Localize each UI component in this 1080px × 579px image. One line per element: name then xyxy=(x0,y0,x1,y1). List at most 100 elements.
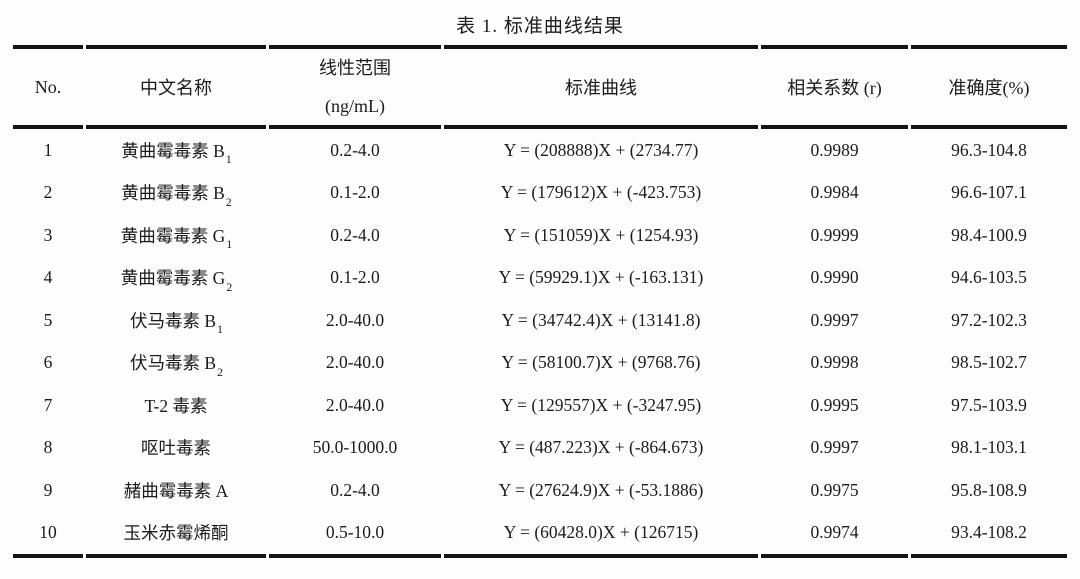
cell-correlation: 0.9995 xyxy=(810,394,859,415)
toxin-name: 呕吐毒素 xyxy=(141,438,211,459)
table-header: No. 中文名称 线性范围 (ng/mL) 标准曲线 相关系数 (r) 准确度(… xyxy=(13,45,1067,129)
cell-correlation: 0.9998 xyxy=(810,352,859,373)
col-header-linear-range: 线性范围 (ng/mL) xyxy=(269,45,441,129)
cell-linear-range: 0.1-2.0 xyxy=(330,267,380,288)
toxin-name: 黄曲霉毒素 G xyxy=(120,268,226,289)
cell-chinese-name: 黄曲霉毒素 G2 xyxy=(86,257,266,300)
cell-standard-curve: Y = (59929.1)X + (-163.131) xyxy=(498,267,704,288)
table-row: 4 黄曲霉毒素 G2 0.1-2.0 Y = (59929.1)X + (-16… xyxy=(13,257,1067,300)
cell-no: 6 xyxy=(43,352,53,373)
col-header-correlation: 相关系数 (r) xyxy=(761,45,908,129)
table-row: 9 赭曲霉毒素 A 0.2-4.0 Y = (27624.9)X + (-53.… xyxy=(13,469,1067,512)
col-header-standard-curve: 标准曲线 xyxy=(444,45,758,129)
toxin-name: 黄曲霉毒素 B xyxy=(121,183,225,204)
toxin-name-subscript: 1 xyxy=(226,237,233,252)
cell-accuracy: 93.4-108.2 xyxy=(911,512,1067,558)
toxin-name: 伏马毒素 B xyxy=(129,310,217,331)
cell-linear-range: 0.5-10.0 xyxy=(269,512,441,558)
toxin-name-subscript: 1 xyxy=(225,152,232,167)
table-row: 8 呕吐毒素 50.0-1000.0 Y = (487.223)X + (-86… xyxy=(13,427,1067,470)
cell-chinese-name: 黄曲霉毒素 B1 xyxy=(86,129,266,172)
cell-standard-curve: Y = (208888)X + (2734.77) xyxy=(503,139,699,160)
table-row: 10 玉米赤霉烯酮 0.5-10.0 Y = (60428.0)X + (126… xyxy=(13,512,1067,558)
table-body: 1 黄曲霉毒素 B1 0.2-4.0 Y = (208888)X + (2734… xyxy=(13,129,1067,558)
cell-correlation: 0.9997 xyxy=(810,437,859,458)
col-header-no: No. xyxy=(13,45,83,129)
col-header-linear-range-line2: (ng/mL) xyxy=(325,96,385,116)
cell-accuracy: 94.6-103.5 xyxy=(951,267,1027,288)
toxin-name-subscript: 2 xyxy=(225,194,232,209)
cell-chinese-name: 赭曲霉毒素 A xyxy=(86,469,266,512)
cell-accuracy: 97.2-102.3 xyxy=(951,309,1027,330)
cell-correlation: 0.9990 xyxy=(810,267,859,288)
cell-standard-curve: Y = (129557)X + (-3247.95) xyxy=(500,394,702,415)
cell-standard-curve: Y = (179612)X + (-423.753) xyxy=(500,182,702,203)
cell-standard-curve: Y = (58100.7)X + (9768.76) xyxy=(501,352,701,373)
cell-chinese-name: 黄曲霉毒素 B2 xyxy=(86,172,266,215)
cell-linear-range: 2.0-40.0 xyxy=(325,309,385,330)
cell-linear-range: 0.2-4.0 xyxy=(330,139,380,160)
table-row: 2 黄曲霉毒素 B2 0.1-2.0 Y = (179612)X + (-423… xyxy=(13,172,1067,215)
col-header-chinese-name: 中文名称 xyxy=(86,45,266,129)
cell-no: 2 xyxy=(43,182,53,203)
cell-linear-range: 2.0-40.0 xyxy=(325,394,385,415)
standard-curve-table: No. 中文名称 线性范围 (ng/mL) 标准曲线 相关系数 (r) 准确度(… xyxy=(10,45,1070,558)
table-row: 7 T-2 毒素 2.0-40.0 Y = (129557)X + (-3247… xyxy=(13,384,1067,427)
toxin-name: 伏马毒素 B xyxy=(129,353,217,374)
cell-accuracy: 97.5-103.9 xyxy=(951,394,1027,415)
cell-standard-curve: Y = (60428.0)X + (126715) xyxy=(444,512,758,558)
cell-correlation: 0.9975 xyxy=(810,479,859,500)
cell-accuracy: 98.4-100.9 xyxy=(951,224,1027,245)
cell-no: 9 xyxy=(43,479,53,500)
cell-linear-range: 2.0-40.0 xyxy=(325,352,385,373)
cell-linear-range: 50.0-1000.0 xyxy=(312,437,398,458)
cell-no: 1 xyxy=(43,139,53,160)
table-row: 1 黄曲霉毒素 B1 0.2-4.0 Y = (208888)X + (2734… xyxy=(13,129,1067,172)
table-row: 5 伏马毒素 B1 2.0-40.0 Y = (34742.4)X + (131… xyxy=(13,299,1067,342)
cell-correlation: 0.9974 xyxy=(761,512,908,558)
table-row: 6 伏马毒素 B2 2.0-40.0 Y = (58100.7)X + (976… xyxy=(13,342,1067,385)
cell-no: 7 xyxy=(43,394,53,415)
cell-no: 4 xyxy=(43,267,53,288)
toxin-name-subscript: 2 xyxy=(226,279,233,294)
cell-correlation: 0.9984 xyxy=(810,182,859,203)
cell-standard-curve: Y = (487.223)X + (-864.673) xyxy=(498,437,704,458)
toxin-name: 黄曲霉毒素 G xyxy=(120,225,226,246)
cell-chinese-name: 伏马毒素 B2 xyxy=(86,342,266,385)
cell-accuracy: 96.6-107.1 xyxy=(951,182,1027,203)
cell-standard-curve: Y = (151059)X + (1254.93) xyxy=(503,224,699,245)
toxin-name: 玉米赤霉烯酮 xyxy=(123,523,229,544)
cell-accuracy: 98.1-103.1 xyxy=(951,437,1027,458)
cell-no: 5 xyxy=(43,309,53,330)
col-header-linear-range-line1: 线性范围 xyxy=(319,58,391,78)
toxin-name-subscript: 1 xyxy=(217,322,224,337)
toxin-name: 黄曲霉毒素 B xyxy=(121,140,225,161)
cell-standard-curve: Y = (27624.9)X + (-53.1886) xyxy=(498,479,704,500)
cell-accuracy: 95.8-108.9 xyxy=(951,479,1027,500)
cell-chinese-name: T-2 毒素 xyxy=(86,384,266,427)
cell-accuracy: 98.5-102.7 xyxy=(951,352,1027,373)
cell-accuracy: 96.3-104.8 xyxy=(951,139,1027,160)
cell-chinese-name: 黄曲霉毒素 G1 xyxy=(86,214,266,257)
toxin-name: 赭曲霉毒素 A xyxy=(123,480,229,501)
col-header-accuracy: 准确度(%) xyxy=(911,45,1067,129)
cell-chinese-name: 呕吐毒素 xyxy=(86,427,266,470)
table-caption: 表 1. 标准曲线结果 xyxy=(456,16,624,37)
cell-no: 10 xyxy=(13,512,83,558)
header-row: No. 中文名称 线性范围 (ng/mL) 标准曲线 相关系数 (r) 准确度(… xyxy=(13,45,1067,129)
toxin-name-subscript: 2 xyxy=(217,364,224,379)
cell-standard-curve: Y = (34742.4)X + (13141.8) xyxy=(501,309,701,330)
cell-correlation: 0.9999 xyxy=(810,224,859,245)
cell-chinese-name: 玉米赤霉烯酮 xyxy=(86,512,266,558)
cell-no: 3 xyxy=(43,224,53,245)
cell-correlation: 0.9997 xyxy=(810,309,859,330)
cell-linear-range: 0.2-4.0 xyxy=(330,224,380,245)
table-row: 3 黄曲霉毒素 G1 0.2-4.0 Y = (151059)X + (1254… xyxy=(13,214,1067,257)
cell-linear-range: 0.1-2.0 xyxy=(330,182,380,203)
cell-linear-range: 0.2-4.0 xyxy=(330,479,380,500)
cell-correlation: 0.9989 xyxy=(810,139,859,160)
cell-no: 8 xyxy=(43,437,53,458)
cell-chinese-name: 伏马毒素 B1 xyxy=(86,299,266,342)
toxin-name: T-2 毒素 xyxy=(144,395,208,416)
